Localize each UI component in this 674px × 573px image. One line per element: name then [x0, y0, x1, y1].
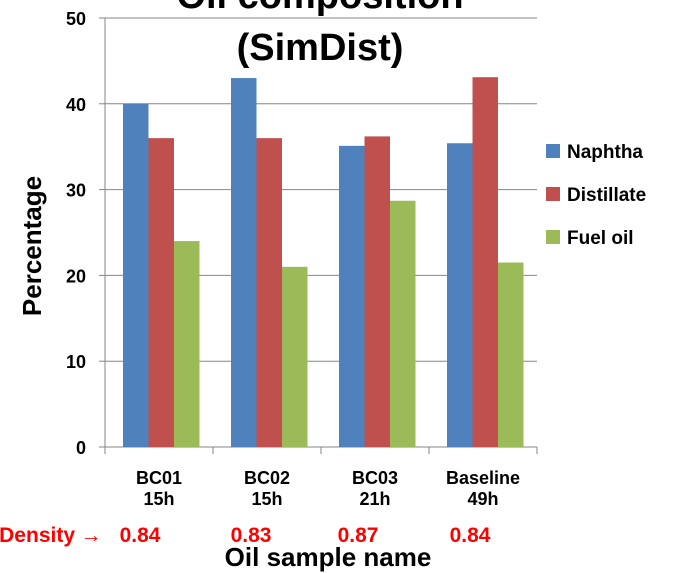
legend-swatch	[546, 230, 560, 244]
x-tick-label: BC02	[244, 468, 290, 488]
density-arrow: →	[81, 524, 102, 547]
tick-labels: 01020304050BC0115hBC0215hBC0321hBaseline…	[66, 9, 520, 509]
x-tick-label: Baseline	[446, 468, 520, 488]
legend-label: Fuel oil	[567, 228, 634, 249]
legend-label: Naphtha	[567, 142, 643, 163]
y-tick-label: 50	[66, 9, 86, 29]
density-value: 0.84	[450, 524, 491, 547]
bar-fuel-oil	[498, 262, 524, 447]
bar-naphtha	[339, 145, 365, 448]
bar-naphtha	[231, 78, 257, 447]
bar-distillate	[256, 138, 282, 447]
x-tick-label: BC01	[136, 468, 182, 488]
density-annotation: Density → 0.84 0.83 0.87 0.84	[0, 524, 491, 547]
y-tick-label: 30	[66, 181, 86, 201]
bar-distillate	[148, 138, 174, 447]
x-tick-label: BC03	[352, 468, 398, 488]
chart-title-line-2: (SimDist)	[237, 27, 404, 69]
x-tick-label: 15h	[143, 489, 174, 509]
x-axis-label: Oil sample name	[225, 542, 432, 572]
bar-distillate	[364, 136, 390, 448]
bar-fuel-oil	[282, 266, 308, 447]
x-tick-label: 15h	[251, 489, 282, 509]
y-axis-label: Percentage	[17, 176, 47, 316]
x-tick-label: 49h	[467, 489, 498, 509]
density-label: Density	[0, 524, 75, 547]
x-tick-label: 21h	[359, 489, 390, 509]
density-value: 0.87	[338, 524, 379, 547]
bar-naphtha	[447, 143, 473, 447]
y-tick-label: 10	[66, 352, 86, 372]
density-value: 0.84	[120, 524, 161, 547]
y-tick-label: 20	[66, 266, 86, 286]
bars	[123, 77, 524, 448]
bar-fuel-oil	[390, 200, 416, 447]
legend-swatch	[546, 187, 560, 201]
density-value: 0.83	[231, 524, 272, 547]
y-tick-label: 0	[76, 438, 86, 458]
legend-label: Distillate	[567, 185, 646, 206]
bar-naphtha	[123, 103, 149, 448]
legend: Naphtha Distillate Fuel oil	[546, 142, 646, 249]
legend-swatch	[546, 144, 560, 158]
chart-title-line-1: Oil composition	[176, 0, 463, 17]
y-tick-label: 40	[66, 95, 86, 115]
bar-fuel-oil	[174, 241, 200, 447]
bar-distillate	[472, 77, 498, 448]
